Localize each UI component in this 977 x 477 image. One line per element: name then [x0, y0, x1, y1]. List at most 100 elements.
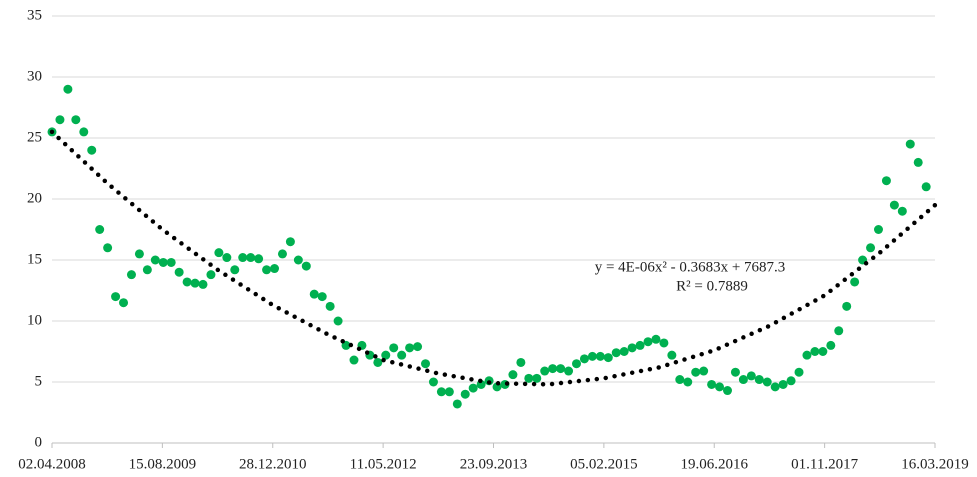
point [762, 377, 772, 387]
point [198, 279, 208, 289]
point [564, 366, 574, 376]
x-tick-label: 16.03.2019 [901, 456, 969, 472]
point [675, 375, 685, 385]
point [55, 115, 65, 125]
point [548, 364, 558, 374]
point [810, 347, 820, 356]
point [373, 357, 383, 367]
trend-equation: y = 4E-06x² - 0.3683x + 7687.3 [595, 259, 786, 275]
point [63, 84, 73, 94]
point [333, 316, 343, 326]
point [95, 225, 105, 234]
point [397, 350, 407, 360]
point [381, 350, 391, 360]
point [786, 376, 796, 386]
point [651, 334, 661, 344]
point [524, 373, 534, 383]
point [238, 253, 248, 263]
point [532, 373, 542, 383]
point [270, 264, 280, 274]
point [126, 270, 136, 280]
point [794, 367, 804, 377]
y-tick-label: 10 [27, 312, 42, 328]
point [866, 243, 876, 253]
point [603, 353, 613, 363]
point [71, 115, 81, 125]
point [595, 351, 605, 361]
point [468, 383, 478, 393]
point [436, 387, 446, 397]
point [277, 249, 287, 259]
point [826, 340, 836, 350]
point [802, 350, 812, 360]
point [246, 253, 256, 263]
point [516, 357, 526, 367]
point [444, 387, 454, 397]
point [119, 298, 129, 308]
point [158, 257, 168, 267]
point [452, 399, 462, 409]
point [881, 176, 891, 186]
point [850, 277, 860, 287]
point [540, 366, 550, 376]
point [150, 255, 160, 265]
point [103, 243, 113, 253]
point [683, 377, 693, 387]
point [722, 386, 732, 396]
y-tick-label: 20 [27, 190, 42, 206]
point [79, 127, 89, 137]
point [301, 261, 311, 271]
y-tick-label: 5 [35, 373, 43, 389]
point [579, 354, 589, 364]
point [659, 338, 669, 348]
point [738, 375, 748, 385]
point [174, 267, 184, 277]
point [428, 377, 438, 387]
point [421, 359, 431, 369]
point [619, 347, 629, 356]
x-tick-label: 19.06.2016 [681, 456, 749, 472]
point [754, 375, 764, 385]
point [611, 348, 621, 358]
x-tick-label: 01.11.2017 [791, 456, 858, 472]
point [905, 139, 915, 149]
point [389, 343, 399, 353]
point [889, 200, 899, 210]
y-tick-label: 15 [27, 251, 42, 267]
point [778, 379, 788, 389]
point [254, 254, 264, 264]
point [572, 359, 582, 369]
point [460, 389, 470, 399]
point [317, 292, 327, 302]
x-tick-label: 02.04.2008 [18, 456, 86, 472]
point [405, 343, 415, 353]
point [190, 278, 200, 288]
point [508, 370, 518, 380]
point [627, 343, 637, 353]
point [635, 340, 645, 350]
point [587, 351, 597, 361]
point [699, 366, 709, 376]
point [285, 237, 295, 247]
point [214, 248, 224, 258]
point [818, 347, 828, 356]
point [691, 367, 701, 377]
point [897, 206, 907, 216]
x-tick-label: 05.02.2015 [570, 456, 638, 472]
x-tick-label: 11.05.2012 [350, 456, 417, 472]
point [309, 289, 319, 299]
point [134, 249, 144, 259]
point [667, 350, 677, 360]
point [206, 270, 216, 280]
point [913, 157, 923, 167]
point [842, 301, 852, 311]
point [921, 182, 931, 192]
trendline [49, 129, 938, 387]
y-tick-label: 0 [35, 434, 43, 450]
point [262, 265, 272, 275]
point [325, 301, 335, 311]
point [643, 337, 653, 347]
x-tick-label: 15.08.2009 [129, 456, 197, 472]
x-tick-label: 28.12.2010 [239, 456, 307, 472]
